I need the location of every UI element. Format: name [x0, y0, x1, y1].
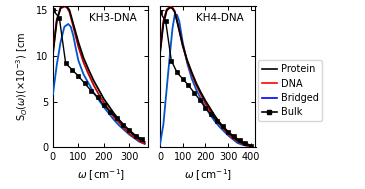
Text: KH3-DNA: KH3-DNA [89, 13, 137, 23]
X-axis label: $\omega$ [cm$^{-1}$]: $\omega$ [cm$^{-1}$] [184, 168, 232, 184]
X-axis label: $\omega$ [cm$^{-1}$]: $\omega$ [cm$^{-1}$] [77, 168, 125, 184]
Legend: Protein, DNA, Bridged, Bulk: Protein, DNA, Bridged, Bulk [258, 60, 322, 121]
Text: KH4-DNA: KH4-DNA [196, 13, 244, 23]
Y-axis label: S$_O$($\omega$)($\times$10$^{-3}$) [cm: S$_O$($\omega$)($\times$10$^{-3}$) [cm [15, 32, 30, 121]
